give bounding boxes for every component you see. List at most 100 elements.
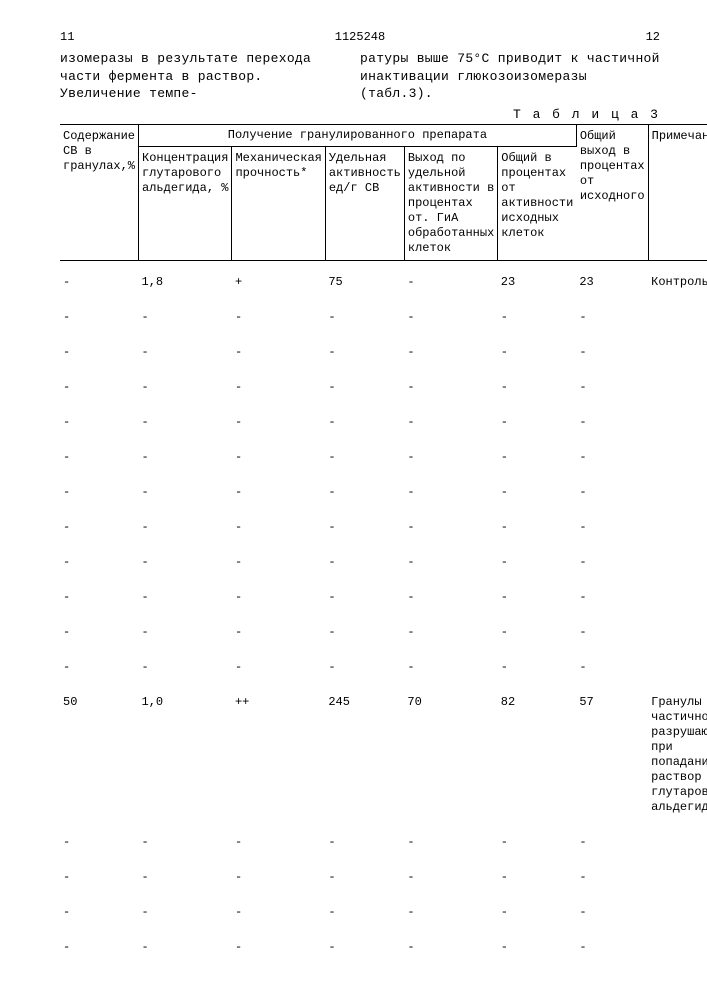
table-cell [648, 615, 707, 650]
table-cell: - [139, 300, 232, 335]
table-cell: 23 [498, 260, 577, 300]
col-header-glut-conc: Концентрация глутарового альдегида, % [139, 146, 232, 260]
table-cell: - [576, 475, 648, 510]
table-cell: - [404, 370, 497, 405]
table-cell: - [576, 405, 648, 440]
table-cell: - [498, 825, 577, 860]
table-cell: - [576, 335, 648, 370]
table-cell: - [498, 650, 577, 685]
page-number-right: 12 [646, 30, 660, 44]
table-cell: - [576, 300, 648, 335]
table-row: ------- [60, 475, 707, 510]
table-row: ------- [60, 545, 707, 580]
table-cell: - [139, 650, 232, 685]
table-cell: - [60, 475, 139, 510]
table-cell: - [404, 860, 497, 895]
table-row: ------- [60, 895, 707, 930]
table-cell: 57 [576, 685, 648, 825]
table-cell: - [576, 825, 648, 860]
table-row: ------- [60, 580, 707, 615]
table-cell [648, 440, 707, 475]
table-cell: - [325, 300, 404, 335]
table-cell: 82 [498, 685, 577, 825]
table-cell: - [498, 545, 577, 580]
table-row: ------- [60, 930, 707, 965]
table-cell: - [60, 335, 139, 370]
col-header-total-pct: Общий в процентах от активности исходных… [498, 146, 577, 260]
table-row: ------- [60, 510, 707, 545]
table-cell: - [404, 545, 497, 580]
table-cell [648, 370, 707, 405]
table-cell: - [498, 930, 577, 965]
table-cell: Контроль [648, 260, 707, 300]
table-cell: - [404, 650, 497, 685]
data-table: Содержание СВ в гранулах,% Получение гра… [60, 124, 707, 965]
table-row: ------- [60, 440, 707, 475]
table-cell: - [139, 615, 232, 650]
table-cell: - [60, 300, 139, 335]
table-row: ------- [60, 300, 707, 335]
table-cell: - [60, 545, 139, 580]
table-cell: - [325, 580, 404, 615]
table-cell: - [404, 930, 497, 965]
table-row: ------- [60, 825, 707, 860]
table-cell: ++ [232, 685, 325, 825]
table-cell [648, 825, 707, 860]
page-content: 11 1125248 12 изомеразы в результате пер… [60, 30, 660, 965]
table-cell: - [60, 260, 139, 300]
table-body: -1,8+75-2323Контроль--------------------… [60, 260, 707, 965]
table-cell: - [139, 545, 232, 580]
table-cell: - [139, 895, 232, 930]
table-cell: - [232, 475, 325, 510]
table-cell: Гранулы частично разрушаются при попадан… [648, 685, 707, 825]
table-cell: - [325, 650, 404, 685]
table-cell: - [498, 370, 577, 405]
table-cell [648, 930, 707, 965]
table-cell: - [232, 405, 325, 440]
table-cell: - [576, 370, 648, 405]
table-cell: - [232, 370, 325, 405]
table-cell: - [139, 475, 232, 510]
table-cell: - [404, 615, 497, 650]
table-cell: + [232, 260, 325, 300]
table-cell: - [232, 615, 325, 650]
table-row: ------- [60, 370, 707, 405]
table-cell: - [60, 510, 139, 545]
table-cell: - [498, 405, 577, 440]
table-cell: - [60, 930, 139, 965]
table-cell: - [325, 440, 404, 475]
table-cell: - [325, 860, 404, 895]
col-header-notes: Примечания [648, 124, 707, 260]
table-cell: 75 [325, 260, 404, 300]
table-cell: - [139, 930, 232, 965]
table-cell: - [576, 440, 648, 475]
table-cell: - [139, 335, 232, 370]
table-cell: - [325, 475, 404, 510]
table-cell: - [404, 510, 497, 545]
table-cell: 245 [325, 685, 404, 825]
table-cell: - [139, 825, 232, 860]
table-row: ------- [60, 860, 707, 895]
table-cell: - [498, 860, 577, 895]
table-cell: - [498, 510, 577, 545]
table-cell [648, 510, 707, 545]
table-cell: - [576, 895, 648, 930]
table-cell [648, 895, 707, 930]
table-cell: - [404, 260, 497, 300]
table-cell: - [60, 440, 139, 475]
col-header-mech-strength: Механическая прочность* [232, 146, 325, 260]
col-header-spec-activity: Удельная активность ед/г СВ [325, 146, 404, 260]
table-cell: - [404, 475, 497, 510]
table-cell: - [60, 405, 139, 440]
table-cell: - [139, 440, 232, 475]
table-cell: - [139, 370, 232, 405]
table-cell: - [498, 440, 577, 475]
table-cell: - [325, 335, 404, 370]
table-cell: - [404, 300, 497, 335]
header-line: 11 1125248 12 [60, 30, 660, 44]
table-cell: - [498, 335, 577, 370]
table-row: -1,8+75-2323Контроль [60, 260, 707, 300]
table-cell: - [139, 405, 232, 440]
table-cell: 50 [60, 685, 139, 825]
table-cell: - [232, 440, 325, 475]
